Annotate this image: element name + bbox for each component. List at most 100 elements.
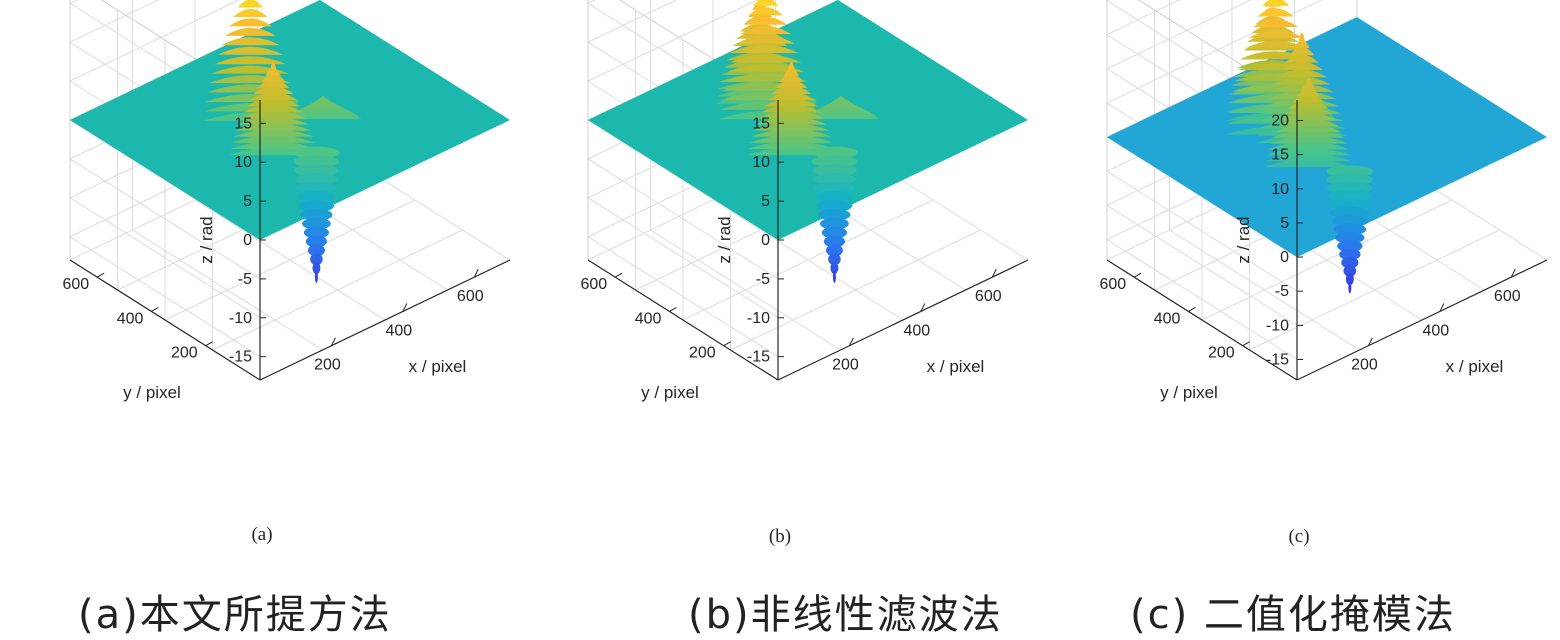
z-tick-label: 5: [1280, 215, 1289, 232]
z-axis-label: z / rad: [197, 216, 216, 263]
surface-band: [736, 35, 795, 44]
surface-band: [767, 92, 815, 101]
surface-band: [253, 86, 294, 95]
surface-trough: [811, 146, 858, 284]
x-axis: [1296, 259, 1548, 381]
y-tick-mark: [1133, 272, 1142, 278]
x-tick-label: 400: [1423, 322, 1450, 339]
z-tick-label: 0: [761, 232, 770, 249]
y-tick-label: 200: [1208, 345, 1235, 362]
surface-band: [240, 110, 307, 119]
panel-tag: (c): [1288, 526, 1309, 547]
surface-band: [779, 73, 804, 82]
z-tick-label: -15: [1266, 352, 1289, 369]
surface-band: [751, 128, 832, 137]
surface-band: [788, 61, 795, 70]
grid-line: [1201, 199, 1453, 321]
surface-band: [297, 191, 336, 204]
surface-band: [300, 208, 333, 221]
z-tick-label: 15: [234, 115, 252, 132]
surface-band: [1244, 40, 1307, 49]
x-tick-label: 200: [314, 357, 341, 374]
y-tick-label: 400: [635, 310, 662, 327]
panel-tag: (a): [251, 524, 272, 545]
surface-band: [217, 46, 284, 55]
x-axis-label: x / pixel: [1446, 357, 1504, 376]
surface-band: [230, 141, 317, 150]
surface-band: [312, 262, 321, 275]
x-axis: [777, 259, 1029, 381]
surface-band: [1328, 190, 1372, 203]
x-tick-label: 600: [975, 288, 1002, 305]
surface-band: [235, 122, 312, 131]
surface-band: [832, 271, 836, 284]
surface-trough: [1326, 165, 1374, 294]
surface-band: [820, 217, 849, 230]
surface-panel-c: -15 -10 -5 0 5 10 15 20 200 400 600 200 400 600 x / pi…: [1099, 0, 1548, 547]
surface-panel-b: -15 -10 -5 0 5 10 15 200 400 600 200 400 600 x / pixe…: [580, 0, 1029, 547]
surface-band: [320, 95, 327, 104]
y-tick-label: 200: [689, 345, 716, 362]
surface-band: [261, 73, 286, 82]
surface-band: [783, 67, 799, 76]
x-axis-label: x / pixel: [927, 357, 985, 376]
surface-band: [761, 104, 822, 113]
surface-band: [1335, 231, 1365, 244]
surface-band: [1300, 82, 1317, 91]
surface-band: [821, 226, 847, 239]
surface-band: [815, 191, 854, 204]
x-tick-label: 200: [1351, 357, 1378, 374]
y-tick-label: 400: [117, 310, 144, 327]
surface-band: [1330, 206, 1370, 219]
surface-band: [744, 16, 788, 25]
surface-trough: [293, 146, 340, 284]
z-axis-label: z / rad: [715, 216, 734, 263]
x-tick-label: 600: [457, 288, 484, 305]
surface-band: [1345, 273, 1354, 286]
surface-band: [748, 7, 783, 16]
surface-band: [1298, 32, 1305, 41]
x-tick-mark: [473, 268, 479, 278]
surface-band: [1348, 281, 1352, 294]
y-axis-label: y / pixel: [641, 383, 699, 402]
surface-band: [1289, 47, 1315, 56]
y-axis: [1106, 259, 1298, 381]
surface-band: [811, 146, 858, 159]
surface-band: [305, 235, 328, 248]
y-tick-label: 600: [580, 276, 607, 293]
surface-band: [733, 45, 799, 54]
y-tick-mark: [96, 272, 105, 278]
surface-band: [307, 244, 325, 257]
surface-band: [314, 271, 318, 284]
y-axis: [69, 259, 261, 381]
z-tick-label: -5: [238, 271, 252, 288]
surface-band: [1327, 181, 1373, 194]
x-tick-label: 400: [386, 322, 413, 339]
x-axis-label: x / pixel: [409, 357, 467, 376]
z-tick-label: 5: [761, 193, 770, 210]
y-tick-mark: [614, 272, 623, 278]
surface-peak: [284, 95, 362, 120]
surface-band: [838, 95, 845, 104]
surface-band: [233, 128, 314, 137]
x-tick-label: 600: [1494, 288, 1521, 305]
y-axis-label: y / pixel: [1160, 383, 1218, 402]
surface-band: [1253, 19, 1299, 28]
surface-band: [233, 8, 268, 17]
surface-band: [1270, 83, 1334, 92]
surface-band: [270, 61, 277, 70]
z-tick-label: 10: [752, 154, 770, 171]
surface-band: [758, 110, 825, 119]
surface-band: [214, 56, 287, 65]
y-axis-label: y / pixel: [123, 383, 181, 402]
surface-band: [812, 164, 857, 177]
surface-band: [294, 173, 338, 186]
surface-band: [231, 134, 316, 143]
z-tick-label: 20: [1271, 112, 1289, 129]
surface-band: [816, 199, 853, 212]
surface-band: [237, 116, 310, 125]
surface-band: [1305, 77, 1312, 86]
surface-band: [293, 146, 340, 159]
surface-band: [293, 155, 340, 168]
surface-band: [1339, 248, 1361, 261]
